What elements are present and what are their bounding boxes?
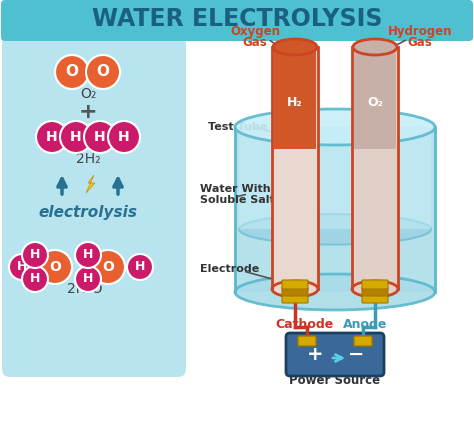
Text: H: H [83, 273, 93, 285]
Circle shape [22, 242, 48, 268]
Text: Power Source: Power Source [290, 374, 381, 386]
Text: H₂: H₂ [287, 97, 303, 109]
Text: 2H₂O: 2H₂O [67, 282, 103, 296]
Text: H: H [30, 249, 40, 261]
Text: 2H₂: 2H₂ [76, 152, 100, 166]
FancyBboxPatch shape [298, 336, 316, 346]
Ellipse shape [272, 281, 318, 297]
Circle shape [60, 121, 92, 153]
Text: Gas: Gas [408, 35, 432, 49]
Circle shape [75, 266, 101, 292]
FancyBboxPatch shape [2, 36, 186, 377]
Circle shape [22, 266, 48, 292]
FancyBboxPatch shape [362, 287, 388, 296]
FancyBboxPatch shape [286, 333, 384, 376]
Text: H: H [30, 273, 40, 285]
Text: Hydrogen: Hydrogen [388, 25, 452, 38]
FancyBboxPatch shape [282, 280, 308, 289]
Polygon shape [239, 127, 431, 229]
Polygon shape [86, 175, 95, 193]
Text: O: O [102, 260, 114, 274]
Text: Soluble Salt: Soluble Salt [200, 195, 275, 205]
Text: H: H [70, 130, 82, 144]
Text: +: + [307, 344, 323, 364]
Text: O: O [49, 260, 61, 274]
Text: H: H [135, 260, 145, 274]
FancyBboxPatch shape [1, 0, 473, 41]
Circle shape [86, 55, 120, 89]
FancyBboxPatch shape [362, 280, 388, 289]
Ellipse shape [235, 274, 435, 310]
Text: Oxygen: Oxygen [230, 25, 280, 38]
Circle shape [75, 242, 101, 268]
Text: Gas: Gas [243, 35, 267, 49]
Text: H: H [17, 260, 27, 274]
FancyBboxPatch shape [282, 294, 308, 303]
Text: electrolysis: electrolysis [38, 205, 137, 221]
Text: Cathode: Cathode [276, 319, 334, 332]
Text: Electrode: Electrode [200, 264, 259, 274]
Polygon shape [235, 127, 435, 292]
Circle shape [36, 121, 68, 153]
FancyBboxPatch shape [282, 287, 308, 296]
Circle shape [38, 250, 72, 284]
Ellipse shape [352, 281, 398, 297]
Text: WATER ELECTROLYSIS: WATER ELECTROLYSIS [92, 7, 382, 31]
Text: O: O [65, 65, 79, 80]
Polygon shape [352, 47, 398, 289]
Circle shape [91, 250, 125, 284]
Text: H: H [83, 249, 93, 261]
Text: H: H [46, 130, 58, 144]
Text: O₂: O₂ [80, 87, 96, 101]
Text: H: H [94, 130, 106, 144]
Circle shape [9, 254, 35, 280]
Ellipse shape [353, 39, 397, 55]
Text: H: H [118, 130, 130, 144]
Polygon shape [272, 47, 318, 289]
Circle shape [84, 121, 116, 153]
Text: +: + [79, 102, 97, 122]
FancyBboxPatch shape [362, 294, 388, 303]
Ellipse shape [239, 214, 431, 245]
Text: Water With: Water With [200, 184, 271, 194]
Text: O₂: O₂ [367, 97, 383, 109]
Circle shape [127, 254, 153, 280]
Text: Test Tube: Test Tube [208, 122, 267, 132]
Text: −: − [348, 344, 364, 364]
Circle shape [55, 55, 89, 89]
Polygon shape [354, 47, 396, 149]
Text: Anode: Anode [343, 319, 387, 332]
Ellipse shape [273, 39, 317, 55]
Text: O: O [97, 65, 109, 80]
Polygon shape [274, 47, 316, 149]
Ellipse shape [235, 109, 435, 145]
Circle shape [108, 121, 140, 153]
FancyBboxPatch shape [354, 336, 372, 346]
